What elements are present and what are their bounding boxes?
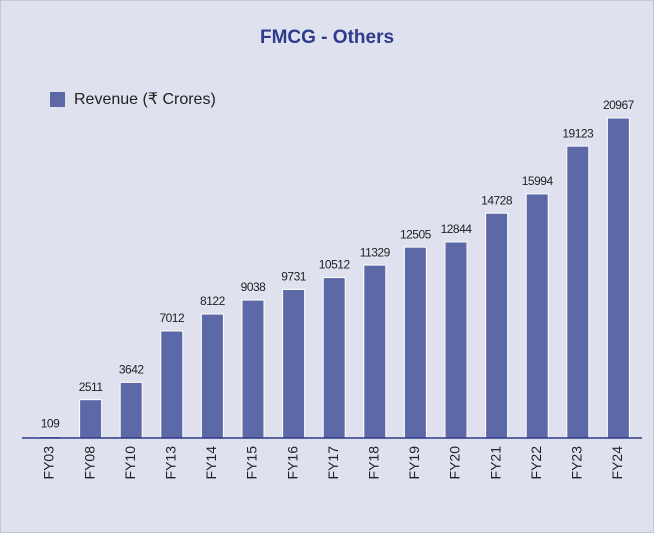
x-tick-label: FY08 bbox=[81, 446, 97, 480]
bar bbox=[322, 277, 346, 439]
data-label: 12844 bbox=[441, 222, 473, 236]
x-tick-label: FY23 bbox=[569, 446, 585, 480]
data-label: 19123 bbox=[562, 126, 594, 140]
bar bbox=[282, 288, 306, 439]
data-label: 7012 bbox=[159, 311, 185, 325]
bar bbox=[79, 399, 103, 439]
data-label: 8122 bbox=[200, 294, 226, 308]
bar bbox=[119, 381, 143, 439]
x-tick-label: FY10 bbox=[122, 446, 138, 480]
x-tick-label: FY16 bbox=[284, 446, 300, 480]
bar bbox=[241, 299, 265, 439]
x-tick-label: FY19 bbox=[406, 446, 422, 480]
data-label: 10512 bbox=[319, 258, 351, 272]
data-label: 20967 bbox=[603, 98, 635, 112]
bar bbox=[444, 241, 468, 439]
x-tick-label: FY20 bbox=[447, 446, 463, 480]
legend-label: Revenue (₹ Crores) bbox=[74, 91, 216, 108]
x-tick-label: FY03 bbox=[41, 446, 57, 480]
x-tick-label: FY17 bbox=[325, 446, 341, 480]
x-tick-label: FY14 bbox=[203, 446, 219, 480]
bar bbox=[403, 246, 427, 439]
data-label: 15994 bbox=[522, 174, 554, 188]
data-label: 12505 bbox=[400, 227, 432, 241]
bar bbox=[566, 145, 590, 439]
data-label: 14728 bbox=[481, 193, 513, 207]
data-label: 9731 bbox=[281, 270, 307, 284]
data-label: 2511 bbox=[79, 380, 104, 394]
bar bbox=[363, 264, 387, 439]
chart-title: FMCG - Others bbox=[260, 27, 394, 48]
bar bbox=[525, 193, 549, 439]
bar bbox=[606, 117, 630, 439]
x-tick-label: FY24 bbox=[609, 446, 625, 480]
data-label: 109 bbox=[41, 417, 60, 431]
bar bbox=[485, 212, 509, 439]
bar bbox=[200, 313, 224, 439]
x-tick-label: FY18 bbox=[366, 446, 382, 480]
data-label: 11329 bbox=[360, 245, 391, 259]
bar bbox=[160, 330, 184, 439]
x-tick-label: FY15 bbox=[244, 446, 260, 480]
x-tick-label: FY13 bbox=[163, 446, 179, 480]
x-tick-label: FY21 bbox=[487, 446, 503, 480]
data-label: 3642 bbox=[119, 363, 145, 377]
x-tick-label: FY22 bbox=[528, 446, 544, 480]
legend-swatch bbox=[50, 92, 65, 107]
data-label: 9038 bbox=[241, 280, 267, 294]
